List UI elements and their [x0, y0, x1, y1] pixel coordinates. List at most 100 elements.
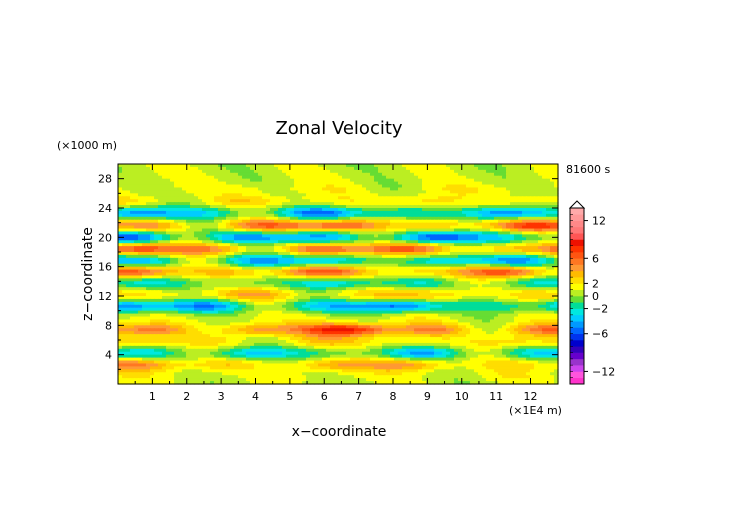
- heatmap-cell: [294, 216, 299, 221]
- heatmap-cell: [406, 205, 411, 209]
- heatmap-cell: [482, 213, 487, 218]
- heatmap-cell: [134, 287, 139, 291]
- heatmap-cell: [526, 293, 531, 297]
- heatmap-cell: [182, 249, 187, 253]
- heatmap-cell: [446, 210, 451, 215]
- heatmap-cell: [402, 199, 407, 203]
- heatmap-cell: [310, 263, 315, 268]
- heatmap-cell: [258, 254, 263, 259]
- heatmap-cell: [494, 249, 499, 253]
- heatmap-cell: [414, 249, 419, 253]
- heatmap-cell: [354, 231, 359, 235]
- heatmap-cell: [242, 196, 247, 200]
- heatmap-cell: [374, 237, 379, 241]
- heatmap-cell: [518, 199, 523, 203]
- heatmap-cell: [498, 213, 503, 218]
- heatmap-cell: [370, 284, 375, 288]
- heatmap-cell: [250, 252, 255, 256]
- heatmap-cell: [122, 296, 127, 300]
- heatmap-cell: [166, 178, 171, 183]
- heatmap-cell: [174, 269, 179, 274]
- heatmap-cell: [526, 166, 531, 171]
- heatmap-cell: [266, 190, 271, 194]
- heatmap-cell: [186, 184, 191, 189]
- heatmap-cell: [374, 263, 379, 268]
- heatmap-cell: [478, 290, 483, 294]
- heatmap-cell: [170, 252, 175, 256]
- heatmap-cell: [162, 254, 167, 259]
- heatmap-cell: [186, 222, 191, 227]
- heatmap-cell: [378, 266, 383, 271]
- heatmap-cell: [270, 260, 275, 265]
- heatmap-cell: [302, 246, 307, 250]
- heatmap-cell: [454, 278, 459, 282]
- heatmap-cell: [374, 178, 379, 183]
- heatmap-cell: [438, 213, 443, 218]
- heatmap-cell: [162, 290, 167, 294]
- heatmap-cell: [362, 169, 367, 174]
- heatmap-cell: [398, 228, 403, 233]
- heatmap-cell: [530, 231, 535, 235]
- heatmap-cell: [246, 216, 251, 221]
- heatmap-cell: [538, 166, 543, 171]
- heatmap-cell: [350, 216, 355, 221]
- heatmap-cell: [238, 169, 243, 174]
- heatmap-cell: [162, 293, 167, 297]
- heatmap-cell: [514, 293, 519, 297]
- heatmap-cell: [546, 234, 551, 238]
- heatmap-cell: [230, 257, 235, 262]
- heatmap-cell: [174, 166, 179, 171]
- heatmap-cell: [530, 284, 535, 288]
- heatmap-cell: [130, 213, 135, 218]
- heatmap-cell: [178, 199, 183, 203]
- heatmap-cell: [206, 284, 211, 288]
- heatmap-cell: [354, 266, 359, 271]
- heatmap-cell: [226, 275, 231, 279]
- heatmap-cell: [254, 199, 259, 203]
- heatmap-cell: [394, 293, 399, 297]
- heatmap-cell: [474, 269, 479, 274]
- heatmap-cell: [378, 287, 383, 291]
- heatmap-cell: [318, 172, 323, 177]
- heatmap-cell: [534, 219, 539, 224]
- heatmap-cell: [378, 275, 383, 279]
- heatmap-cell: [190, 237, 195, 241]
- heatmap-cell: [498, 243, 503, 247]
- heatmap-cell: [250, 225, 255, 230]
- heatmap-cell: [154, 246, 159, 250]
- heatmap-cell: [510, 246, 515, 250]
- heatmap-cell: [222, 190, 227, 194]
- heatmap-cell: [186, 208, 191, 212]
- heatmap-cell: [350, 190, 355, 194]
- heatmap-cell: [370, 278, 375, 282]
- heatmap-cell: [342, 175, 347, 180]
- heatmap-cell: [506, 260, 511, 265]
- heatmap-cell: [218, 164, 223, 168]
- heatmap-cell: [262, 290, 267, 294]
- heatmap-cell: [522, 284, 527, 288]
- heatmap-cell: [514, 175, 519, 180]
- heatmap-cell: [366, 193, 371, 197]
- heatmap-cell: [514, 254, 519, 259]
- heatmap-cell: [138, 193, 143, 197]
- heatmap-cell: [398, 246, 403, 250]
- heatmap-cell: [214, 281, 219, 285]
- heatmap-cell: [310, 231, 315, 235]
- heatmap-cell: [478, 219, 483, 224]
- heatmap-cell: [410, 234, 415, 238]
- heatmap-cell: [526, 222, 531, 227]
- heatmap-cell: [306, 266, 311, 271]
- heatmap-cell: [318, 187, 323, 191]
- heatmap-cell: [222, 175, 227, 180]
- heatmap-cell: [298, 290, 303, 294]
- heatmap-cell: [374, 210, 379, 215]
- heatmap-cell: [426, 190, 431, 194]
- heatmap-cell: [278, 175, 283, 180]
- heatmap-cell: [306, 281, 311, 285]
- heatmap-cell: [238, 175, 243, 180]
- heatmap-cell: [470, 246, 475, 250]
- heatmap-cell: [154, 213, 159, 218]
- heatmap-cell: [378, 231, 383, 235]
- heatmap-cell: [186, 234, 191, 238]
- heatmap-cell: [182, 208, 187, 212]
